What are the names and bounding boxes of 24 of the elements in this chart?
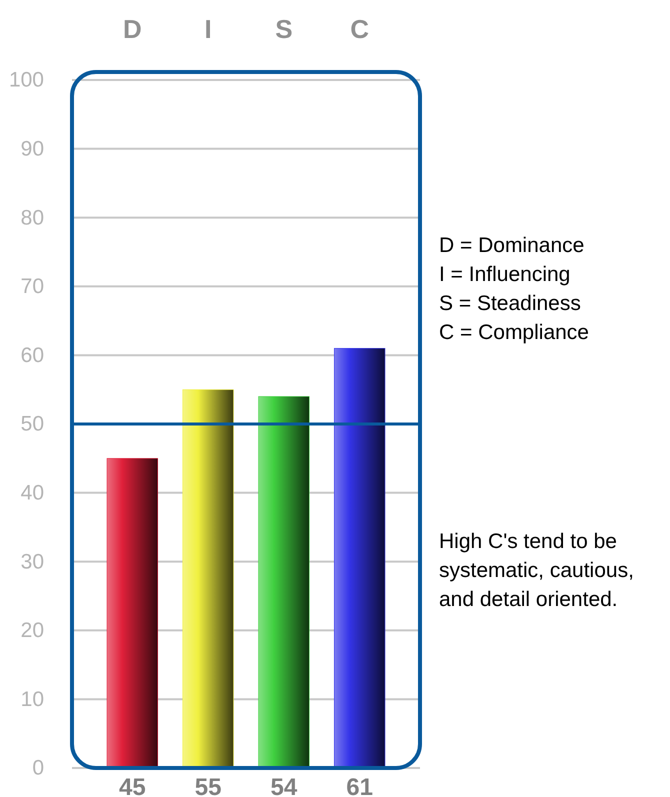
x-tick-label: S [275, 14, 293, 44]
y-tick-label: 100 [8, 68, 44, 92]
y-tick-label: 30 [20, 550, 44, 574]
data-label: 61 [346, 774, 373, 797]
y-tick-label: 10 [20, 688, 44, 711]
y-tick-label: 0 [32, 756, 44, 780]
text: S = Steadiness [439, 292, 581, 315]
text: I = Influencing [439, 263, 570, 286]
x-tick-label: I [204, 14, 212, 44]
text: High C's tend to be systematic, cautious, and detail oriented. [439, 530, 634, 611]
y-tick-label: 20 [20, 619, 44, 642]
text: C = Compliance [439, 321, 589, 344]
x-tick-label: C [350, 14, 370, 44]
y-tick-label: 50 [20, 412, 44, 436]
data-label: 55 [194, 774, 222, 797]
y-tick-label: 90 [20, 138, 44, 161]
y-tick-label: 60 [20, 344, 44, 367]
x-tick-label: D [122, 14, 142, 44]
data-label: 45 [119, 774, 146, 797]
data-label: 54 [270, 774, 298, 797]
y-tick-label: 80 [20, 206, 44, 230]
y-tick-label: 70 [20, 275, 44, 298]
text: D = Dominance [439, 234, 584, 257]
y-tick-label: 40 [20, 482, 44, 505]
